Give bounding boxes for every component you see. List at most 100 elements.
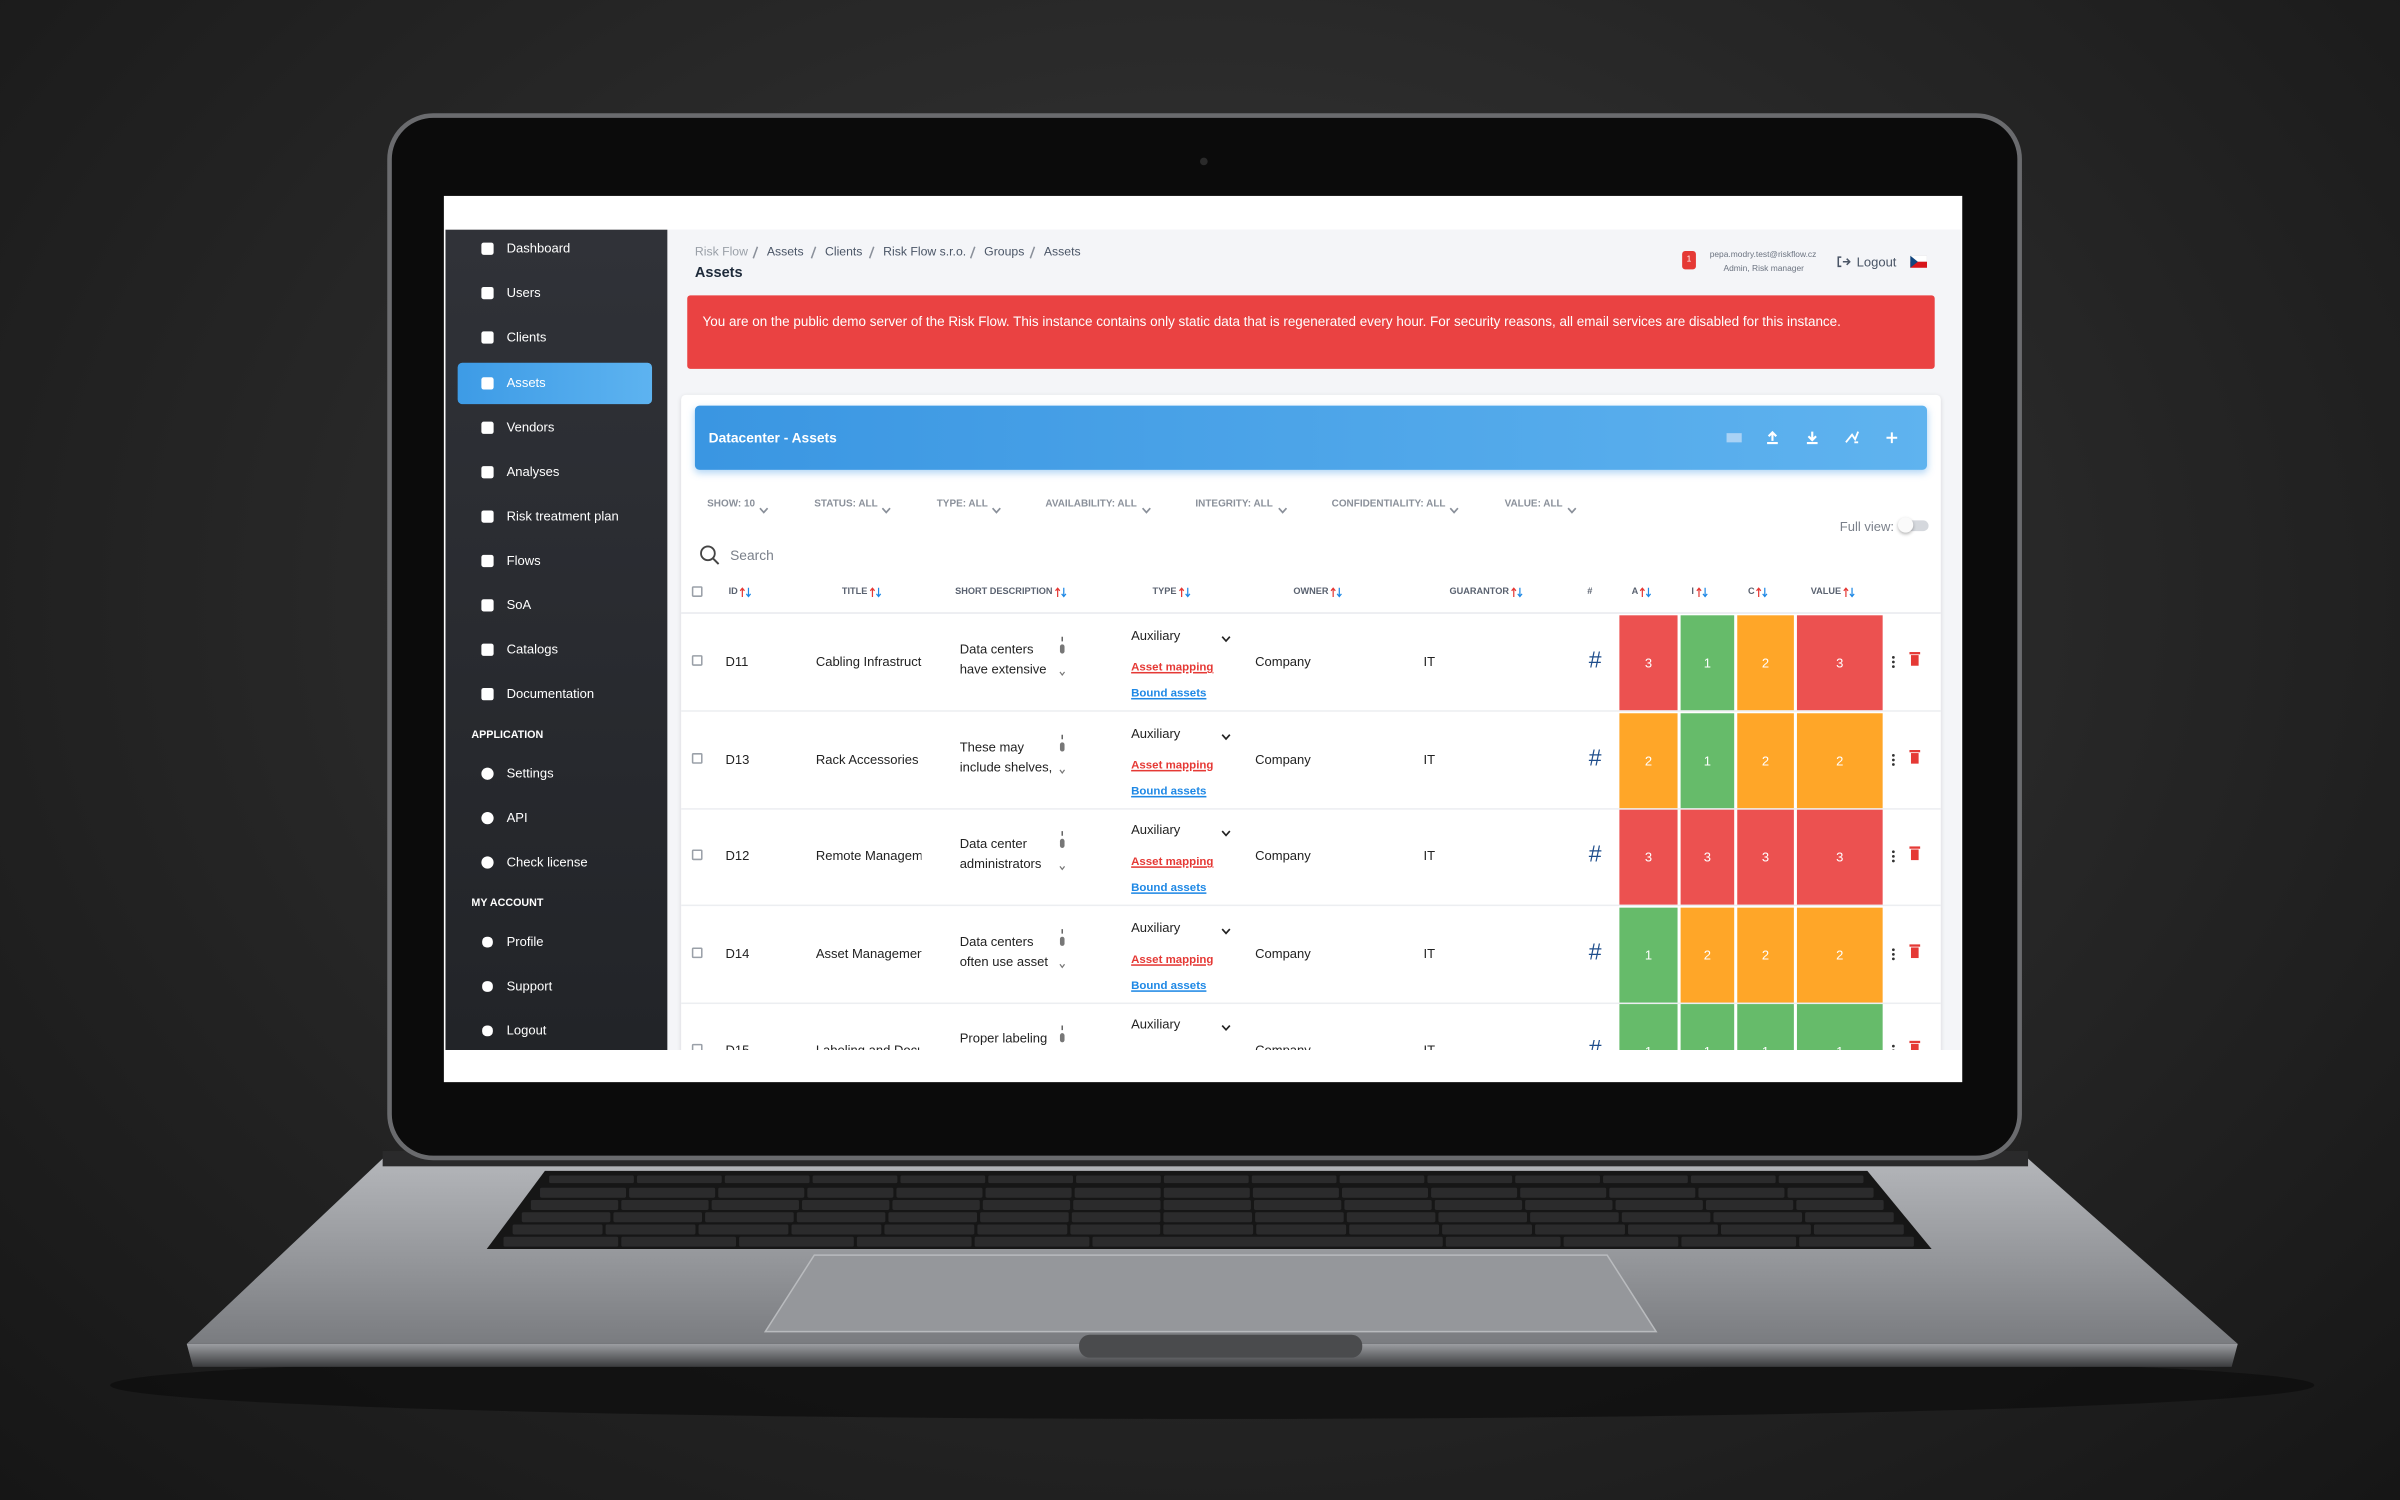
menu-icon [481,687,495,701]
bound-assets-link[interactable]: Bound assets [1131,880,1207,894]
menu-item[interactable]: Dashboard [506,240,571,256]
delete-button[interactable] [1909,1039,1921,1050]
filter-dropdown[interactable]: CONFIDENTIALITY: ALL [1331,498,1446,510]
menu-item[interactable]: Settings [506,765,554,781]
full-view-toggle[interactable] [1899,520,1929,532]
column-header[interactable]: SHORT DESCRIPTION [955,587,1053,597]
row-checkbox[interactable] [691,1043,703,1050]
bound-assets-link[interactable]: Bound assets [1131,685,1207,700]
toolbar-button[interactable] [1765,430,1780,445]
column-header[interactable]: TYPE [1152,587,1177,597]
breadcrumb-item[interactable]: Clients [824,244,863,259]
menu-item[interactable]: Catalogs [506,641,559,657]
menu-item[interactable]: Logout [506,1022,547,1038]
row-checkbox[interactable] [691,752,703,764]
asset-mapping-link[interactable]: Asset mapping [1131,854,1214,868]
menu-item[interactable]: Documentation [506,685,595,702]
notch [1079,1334,1363,1358]
search-input[interactable]: Search [730,547,774,564]
row-menu[interactable] [1890,752,1896,766]
sort-arrows-glyph [1330,587,1342,598]
row-menu-glyph [1891,753,1895,766]
mapping-symbol[interactable]: # [1588,647,1602,674]
menu-item[interactable]: Risk treatment plan [506,508,619,524]
key [985,1187,1072,1198]
row-checkbox[interactable] [691,655,703,666]
key [1092,1236,1443,1247]
breadcrumb-item[interactable]: Risk Flow [694,244,748,259]
row-menu[interactable] [1890,655,1896,669]
row-checkbox[interactable] [691,946,703,958]
column-header[interactable]: I [1691,587,1694,597]
sort-arrows [1696,586,1708,598]
header-checkbox[interactable] [691,586,703,597]
notification-badge[interactable]: 1 [1682,251,1696,270]
menu-item[interactable]: Profile [506,933,544,949]
delete-button[interactable] [1909,748,1921,764]
breadcrumb-item[interactable]: Groups [984,244,1025,259]
key [982,1199,1071,1210]
filter-dropdown[interactable]: INTEGRITY: ALL [1195,498,1273,510]
toolbar-button[interactable] [1844,430,1860,445]
toolbar-button-glyph [1845,431,1860,444]
delete-button[interactable] [1909,942,1921,958]
menu-icon [481,980,495,994]
filter-dropdown[interactable]: TYPE: ALL [936,498,988,510]
asset-type[interactable]: Auxiliary [1131,919,1181,935]
menu-item[interactable]: Analyses [506,463,560,480]
asset-mapping-link[interactable]: Asset mapping [1131,1047,1213,1050]
menu-item[interactable]: SoA [506,596,532,613]
bound-assets-link[interactable]: Bound assets [1131,977,1207,992]
menu-item[interactable]: Users [506,284,541,300]
menu-item[interactable]: Vendors [506,419,555,435]
asset-type[interactable]: Auxiliary [1131,724,1181,741]
column-header[interactable]: ID [728,587,738,597]
mapping-symbol[interactable]: # [1588,744,1602,771]
asset-type[interactable]: Auxiliary [1131,821,1181,838]
row-menu[interactable] [1890,849,1896,863]
asset-mapping-link[interactable]: Asset mapping [1131,756,1214,771]
mapping-symbol[interactable]: # [1588,939,1602,966]
mapping-symbol[interactable]: # [1588,841,1602,868]
logout-link[interactable]: Logout [1856,254,1897,270]
menu-icon-glyph [482,1025,493,1037]
toolbar-button[interactable] [1726,430,1742,445]
row-checkbox[interactable] [691,849,703,861]
breadcrumb-item[interactable]: Assets [1043,244,1081,259]
column-header[interactable]: VALUE [1810,587,1842,597]
asset-mapping-link[interactable]: Asset mapping [1131,951,1214,966]
column-header[interactable]: OWNER [1293,587,1329,597]
toolbar-button[interactable] [1884,430,1899,445]
menu-item[interactable]: Support [506,978,553,994]
breadcrumb-item[interactable]: Assets [766,244,804,259]
menu-icon-glyph [481,554,494,568]
menu-item[interactable]: Flows [506,552,541,568]
menu-item[interactable]: API [506,809,528,825]
column-header[interactable]: GUARANTOR [1449,587,1510,597]
breadcrumb-item[interactable]: Risk Flow s.r.o. [883,244,967,259]
asset-guarantor: IT [1423,750,1436,767]
bound-assets-link[interactable]: Bound assets [1131,782,1207,797]
menu-item[interactable]: Clients [506,329,547,345]
filter-dropdown[interactable]: STATUS: ALL [814,498,878,510]
row-menu[interactable] [1890,947,1896,961]
column-header[interactable]: A [1631,587,1639,597]
delete-button[interactable] [1909,845,1921,861]
menu-item[interactable]: Assets [506,374,546,391]
column-header[interactable]: C [1747,587,1755,597]
sort-arrows-glyph [1639,587,1652,598]
asset-mapping-link[interactable]: Asset mapping [1131,659,1214,674]
delete-button[interactable] [1909,651,1921,666]
menu-item[interactable]: Check license [506,854,588,870]
toolbar-button[interactable] [1805,430,1820,445]
key [636,1175,722,1184]
asset-type[interactable]: Auxiliary [1131,627,1181,643]
column-header[interactable]: TITLE [841,587,868,597]
asset-type[interactable]: Auxiliary [1131,1016,1181,1032]
mapping-symbol[interactable]: # [1588,1036,1602,1050]
filter-dropdown[interactable]: AVAILABILITY: ALL [1045,498,1137,510]
asset-description: often use asset [959,952,1048,969]
filter-dropdown[interactable]: SHOW: 10 [707,498,756,510]
filter-dropdown[interactable]: VALUE: ALL [1504,498,1563,510]
row-menu[interactable] [1890,1044,1896,1050]
